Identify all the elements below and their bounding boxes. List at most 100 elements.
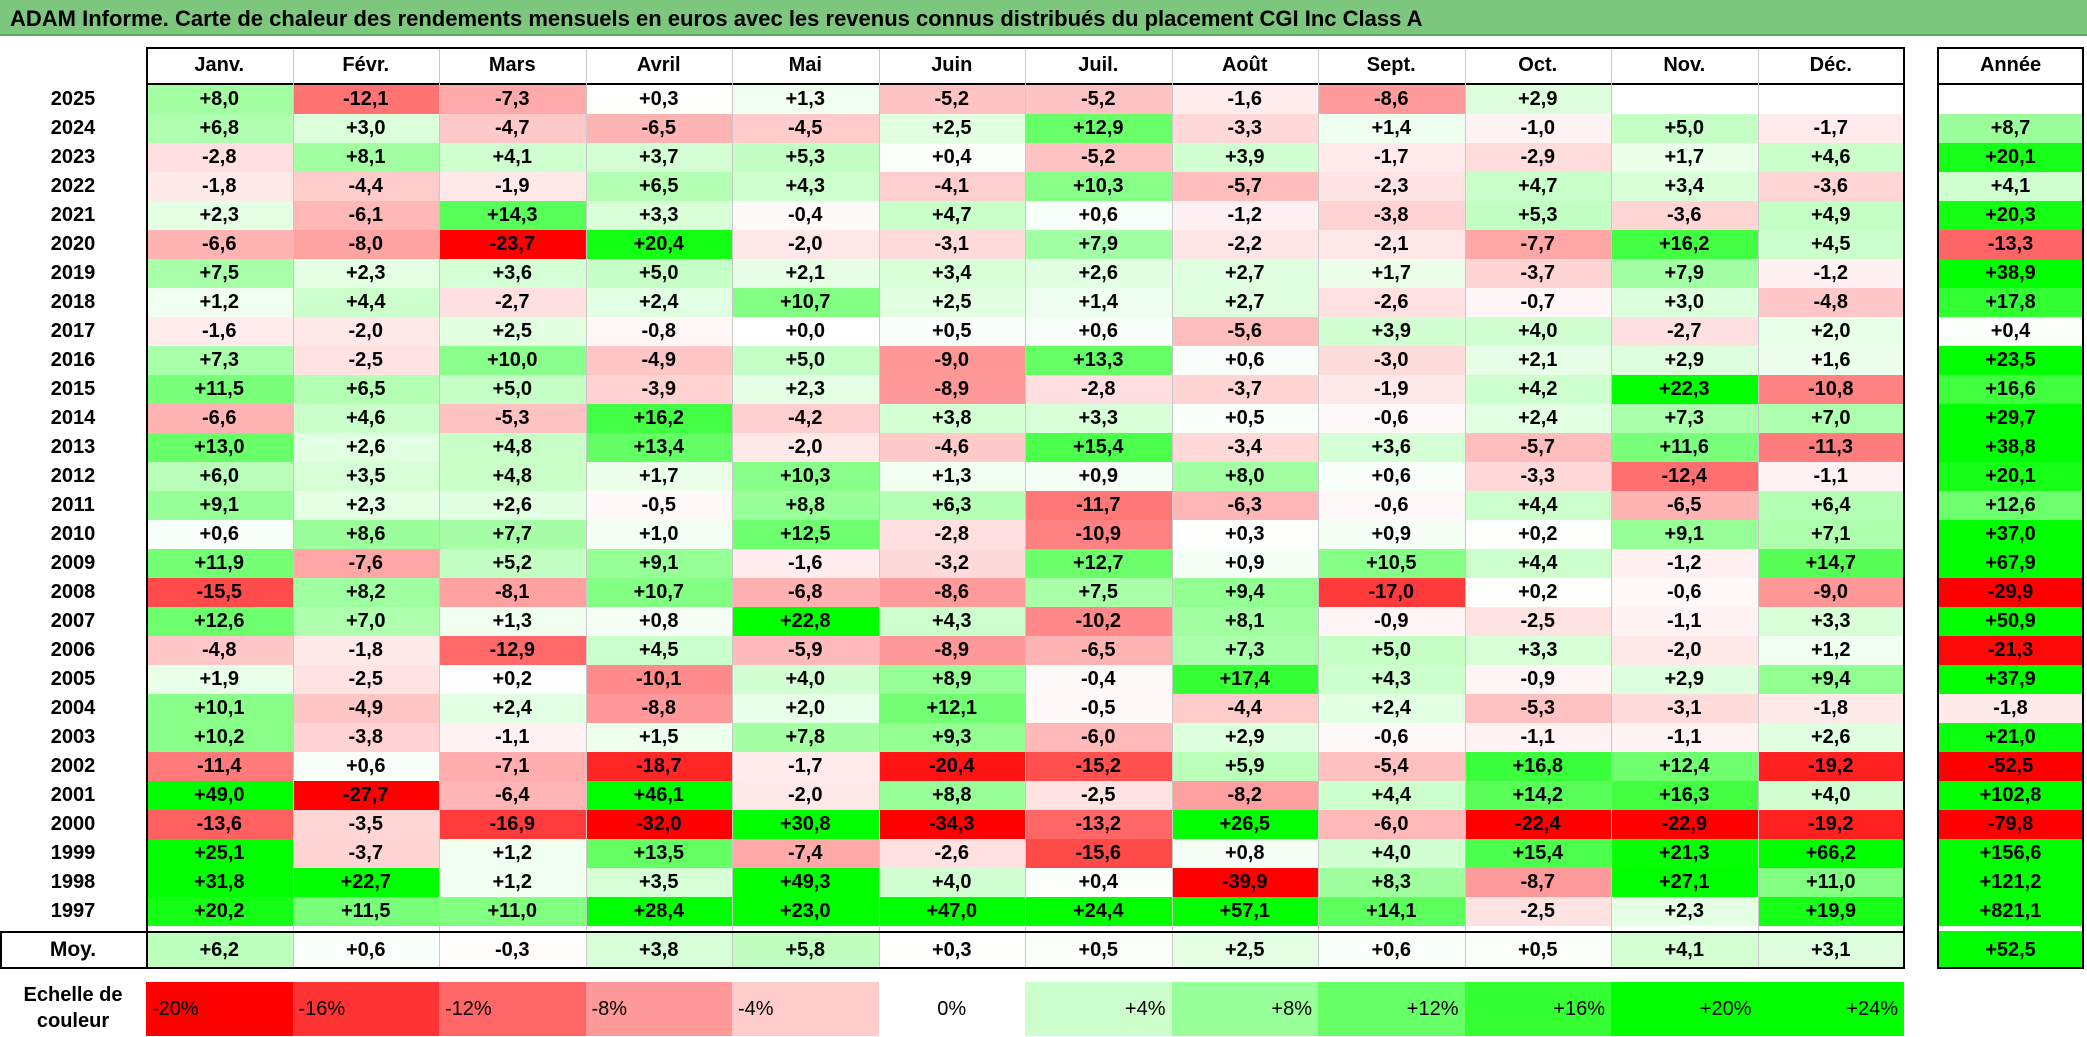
heat-cell: -0,6 (1318, 491, 1465, 520)
heat-cell: +4,3 (878, 607, 1025, 636)
heat-cell: +5,3 (1464, 201, 1611, 230)
heat-cell: -6,3 (1171, 491, 1318, 520)
heat-cell: +0,2 (439, 665, 586, 694)
heat-cell: +20,2 (146, 897, 293, 926)
heat-cell: -10,8 (1757, 375, 1904, 404)
heat-cell: +10,7 (585, 578, 732, 607)
heat-cell: +4,8 (439, 462, 586, 491)
month-header: Déc. (1757, 47, 1904, 85)
annual-cell: +121,2 (1937, 868, 2084, 897)
heat-cell: +16,8 (1464, 752, 1611, 781)
heat-cell: -5,2 (878, 85, 1025, 114)
heat-cell: -12,4 (1611, 462, 1758, 491)
heat-cell: -4,2 (732, 404, 879, 433)
heat-cell: -1,0 (1464, 114, 1611, 143)
heat-cell: -2,6 (1318, 288, 1465, 317)
heat-cell: +2,3 (732, 375, 879, 404)
heat-cell: +4,0 (732, 665, 879, 694)
heat-cell: -1,9 (1318, 375, 1465, 404)
heat-cell: +3,6 (439, 259, 586, 288)
year-label: 2012 (50, 465, 96, 487)
grid-separator (439, 47, 440, 969)
heat-cell: -2,1 (1318, 230, 1465, 259)
heat-cell: -3,6 (1611, 201, 1758, 230)
title-bar: ADAM Informe. Carte de chaleur des rende… (0, 0, 2087, 36)
heat-cell: -3,1 (1611, 694, 1758, 723)
heat-cell: -1,8 (146, 172, 293, 201)
heat-cell: +26,5 (1171, 810, 1318, 839)
heat-cell: +4,2 (1464, 375, 1611, 404)
heat-cell: -1,6 (732, 549, 879, 578)
grid-separator (1611, 47, 1612, 969)
heat-cell: -2,0 (732, 781, 879, 810)
heat-cell: -0,6 (1611, 578, 1758, 607)
heat-cell: -13,2 (1025, 810, 1172, 839)
heat-cell: -27,7 (292, 781, 439, 810)
heat-cell: -2,5 (1464, 897, 1611, 926)
legend-swatch: -20% (146, 982, 293, 1036)
heat-cell: +15,4 (1464, 839, 1611, 868)
grid-separator (1464, 47, 1466, 969)
heat-cell: +1,2 (1757, 636, 1904, 665)
heat-cell: +6,3 (878, 491, 1025, 520)
heat-cell: +13,4 (585, 433, 732, 462)
heat-cell: +0,4 (878, 143, 1025, 172)
heat-cell: +3,6 (1318, 433, 1465, 462)
heat-cell: +20,4 (585, 230, 732, 259)
heat-cell: +1,9 (146, 665, 293, 694)
heat-cell: +4,5 (585, 636, 732, 665)
heat-cell: -8,2 (1171, 781, 1318, 810)
heat-cell: +3,7 (585, 143, 732, 172)
heat-cell: -1,8 (1757, 694, 1904, 723)
heat-cell: -6,6 (146, 230, 293, 259)
heat-cell: -1,1 (1464, 723, 1611, 752)
heat-cell: +47,0 (878, 897, 1025, 926)
heat-cell: +22,8 (732, 607, 879, 636)
heat-cell: -3,7 (1464, 259, 1611, 288)
heat-cell: +8,0 (1171, 462, 1318, 491)
year-label: 1997 (50, 900, 96, 922)
average-cell: +4,1 (1611, 931, 1758, 969)
heat-cell: +0,2 (1464, 578, 1611, 607)
annual-cell: -29,9 (1937, 578, 2084, 607)
heat-cell: +1,3 (439, 607, 586, 636)
heat-cell: +12,1 (878, 694, 1025, 723)
heat-cell: -4,7 (439, 114, 586, 143)
heat-cell: +7,7 (439, 520, 586, 549)
annual-cell: +20,3 (1937, 201, 2084, 230)
heat-cell: +2,0 (1757, 317, 1904, 346)
legend-title-line-2: couleur (36, 1010, 110, 1032)
heat-cell: +0,6 (292, 752, 439, 781)
heat-cell: -0,4 (732, 201, 879, 230)
month-header: Juin (878, 47, 1025, 85)
heat-cell: +0,0 (732, 317, 879, 346)
heat-cell: +19,9 (1757, 897, 1904, 926)
legend-swatch: -8% (585, 982, 732, 1036)
heat-cell: -5,2 (1025, 143, 1172, 172)
heat-cell: -3,4 (1171, 433, 1318, 462)
annual-cell: +38,8 (1937, 433, 2084, 462)
heat-cell: +2,1 (1464, 346, 1611, 375)
average-cell: +0,6 (1318, 931, 1465, 969)
page-title: ADAM Informe. Carte de chaleur des rende… (10, 6, 1423, 31)
heat-cell: -3,3 (1464, 462, 1611, 491)
annual-cell: +37,9 (1937, 665, 2084, 694)
heat-cell: +66,2 (1757, 839, 1904, 868)
year-label: 1999 (50, 842, 96, 864)
heat-cell: -8,9 (878, 636, 1025, 665)
heat-cell: +3,8 (878, 404, 1025, 433)
year-label: 2020 (50, 233, 96, 255)
heat-cell: -1,1 (1611, 607, 1758, 636)
heat-cell: -3,7 (1171, 375, 1318, 404)
heat-cell: -1,1 (1757, 462, 1904, 491)
year-label: 2009 (50, 552, 96, 574)
heat-cell: +4,0 (1318, 839, 1465, 868)
heat-cell: +4,7 (878, 201, 1025, 230)
heat-cell: +2,9 (1464, 85, 1611, 114)
heat-cell: +3,9 (1318, 317, 1465, 346)
heat-cell (1757, 85, 1904, 114)
heat-cell: -6,0 (1025, 723, 1172, 752)
heat-cell: +6,0 (146, 462, 293, 491)
grid-separator (1757, 47, 1759, 969)
heat-cell: +12,9 (1025, 114, 1172, 143)
